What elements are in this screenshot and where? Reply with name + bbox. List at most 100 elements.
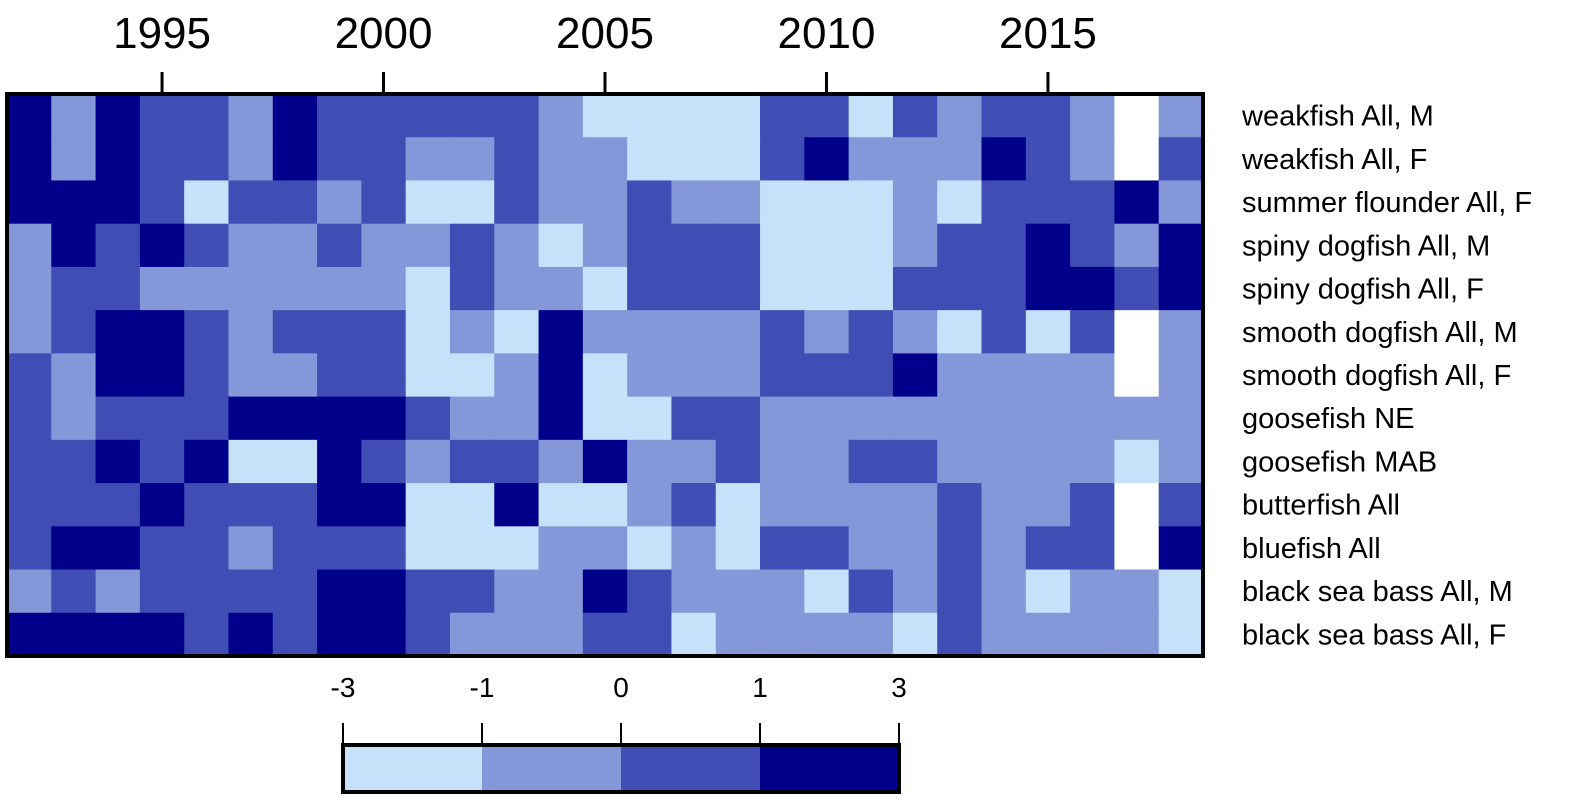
heatmap-cell-butterfish-all-1996	[184, 483, 230, 527]
heatmap-cell-goosefish-mab-2016	[1070, 439, 1116, 484]
heatmap-cell-goosefish-mab-2007	[671, 439, 717, 484]
heatmap-cell-butterfish-all-1998	[272, 483, 318, 527]
heatmap-cell-smooth-dogfish-all-m-1995	[139, 310, 185, 354]
heatmap-cell-goosefish-mab-1992	[7, 439, 52, 484]
heatmap-cell-butterfish-all-2014	[981, 483, 1027, 527]
heatmap-cell-smooth-dogfish-all-f-2001	[405, 353, 451, 398]
heatmap-cell-goosefish-mab-1996	[184, 439, 230, 484]
heatmap-cell-summer-flounder-all-f-2009	[760, 180, 805, 225]
heatmap-cell-black-sea-bass-all-f-1993	[51, 612, 97, 657]
heatmap-cell-black-sea-bass-all-f-1997	[228, 612, 274, 657]
heatmap-cell-spiny-dogfish-all-f-2004	[538, 266, 584, 311]
heatmap-cell-goosefish-ne-2013	[937, 396, 983, 441]
heatmap-cell-bluefish-all-2007	[671, 526, 717, 571]
heatmap-cell-black-sea-bass-all-f-1995	[139, 612, 185, 657]
heatmap-cell-weakfish-all-f-2018	[1158, 137, 1204, 182]
heatmap-cell-weakfish-all-f-2015	[1025, 137, 1071, 182]
heatmap-cell-smooth-dogfish-all-f-2004	[538, 353, 584, 398]
heatmap-cell-goosefish-ne-2014	[981, 396, 1027, 441]
heatmap-cell-smooth-dogfish-all-f-2006	[627, 353, 673, 398]
heatmap-cell-smooth-dogfish-all-m-2003	[494, 310, 540, 354]
heatmap-cell-spiny-dogfish-all-f-2006	[627, 266, 673, 311]
heatmap-cell-summer-flounder-all-f-1996	[184, 180, 230, 225]
heatmap-cell-black-sea-bass-all-f-1994	[95, 612, 141, 657]
heatmap-cell-weakfish-all-m-2005	[582, 94, 628, 138]
heatmap-cell-bluefish-all-2003	[494, 526, 540, 571]
heatmap-cell-summer-flounder-all-f-2016	[1070, 180, 1116, 225]
legend-tick-label-2: 0	[613, 672, 629, 703]
heatmap-cell-smooth-dogfish-all-m-2005	[582, 310, 628, 354]
heatmap-cell-spiny-dogfish-all-f-2016	[1070, 266, 1116, 311]
heatmap-cell-goosefish-mab-2008	[715, 439, 761, 484]
heatmap-cell-weakfish-all-f-1999	[317, 137, 362, 182]
heatmap-cell-spiny-dogfish-all-f-1994	[95, 266, 141, 311]
heatmap-cell-black-sea-bass-all-m-2017	[1114, 569, 1160, 614]
row-label-goosefish-ne: goosefish NE	[1242, 403, 1415, 435]
heatmap-cell-black-sea-bass-all-f-2006	[627, 612, 673, 657]
heatmap-cell-weakfish-all-f-1992	[7, 137, 52, 182]
heatmap-cell-spiny-dogfish-all-m-1996	[184, 223, 230, 268]
heatmap-cell-black-sea-bass-all-f-1999	[317, 612, 362, 657]
heatmap-cell-black-sea-bass-all-f-2011	[848, 612, 894, 657]
heatmap-cell-smooth-dogfish-all-f-2014	[981, 353, 1027, 398]
heatmap-cell-butterfish-all-1997	[228, 483, 274, 527]
heatmap-cell-black-sea-bass-all-m-1995	[139, 569, 185, 614]
heatmap-cell-bluefish-all-1995	[139, 526, 185, 571]
heatmap-cell-goosefish-ne-2011	[848, 396, 894, 441]
heatmap-cell-spiny-dogfish-all-m-1999	[317, 223, 362, 268]
heatmap-cell-butterfish-all-1995	[139, 483, 185, 527]
heatmap-cell-smooth-dogfish-all-m-1998	[272, 310, 318, 354]
x-axis: 1995 2000 2005 2010 2015	[113, 9, 1097, 94]
heatmap-cell-smooth-dogfish-all-f-2000	[361, 353, 407, 398]
heatmap-cell-goosefish-ne-2000	[361, 396, 407, 441]
heatmap-cell-weakfish-all-m-2016	[1070, 94, 1116, 138]
heatmap-cell-goosefish-ne-2018	[1158, 396, 1204, 441]
heatmap-cell-spiny-dogfish-all-m-1993	[51, 223, 97, 268]
heatmap-cell-butterfish-all-2011	[848, 483, 894, 527]
heatmap-cell-summer-flounder-all-f-1999	[317, 180, 362, 225]
heatmap-cell-goosefish-ne-2007	[671, 396, 717, 441]
heatmap-cell-butterfish-all-2008	[715, 483, 761, 527]
heatmap-cell-bluefish-all-2008	[715, 526, 761, 571]
heatmap-cell-spiny-dogfish-all-m-2017	[1114, 223, 1160, 268]
x-tick-label-1995: 1995	[113, 9, 211, 58]
heatmap-cell-bluefish-all-1996	[184, 526, 230, 571]
heatmap-cell-weakfish-all-m-1994	[95, 94, 141, 138]
heatmap-cell-smooth-dogfish-all-m-2009	[760, 310, 805, 354]
heatmap-cell-weakfish-all-m-2012	[892, 94, 938, 138]
heatmap-cell-goosefish-mab-2015	[1025, 439, 1071, 484]
heatmap-cell-smooth-dogfish-all-m-2011	[848, 310, 894, 354]
heatmap-cell-smooth-dogfish-all-m-1999	[317, 310, 362, 354]
heatmap-cell-black-sea-bass-all-f-2004	[538, 612, 584, 657]
heatmap-cell-butterfish-all-2006	[627, 483, 673, 527]
heatmap-cell-summer-flounder-all-f-2018	[1158, 180, 1204, 225]
heatmap-cell-goosefish-ne-2015	[1025, 396, 1071, 441]
heatmap-cell-smooth-dogfish-all-m-1994	[95, 310, 141, 354]
heatmap-cell-smooth-dogfish-all-m-2013	[937, 310, 983, 354]
heatmap-cell-spiny-dogfish-all-m-2008	[715, 223, 761, 268]
heatmap-cell-goosefish-ne-2001	[405, 396, 451, 441]
legend-tick-label-3: 1	[752, 672, 768, 703]
heatmap-cell-spiny-dogfish-all-f-2017	[1114, 266, 1160, 311]
heatmap-cell-summer-flounder-all-f-2006	[627, 180, 673, 225]
heatmap-cell-smooth-dogfish-all-m-2007	[671, 310, 717, 354]
heatmap-cell-smooth-dogfish-all-m-2000	[361, 310, 407, 354]
heatmap-cell-black-sea-bass-all-f-2014	[981, 612, 1027, 657]
heatmap-cell-black-sea-bass-all-m-2006	[627, 569, 673, 614]
heatmap-cell-butterfish-all-2018	[1158, 483, 1204, 527]
heatmap-cell-smooth-dogfish-all-m-2002	[449, 310, 495, 354]
heatmap-cell-smooth-dogfish-all-m-2016	[1070, 310, 1116, 354]
legend-swatch-3-to-1	[343, 745, 483, 792]
heatmap-cell-black-sea-bass-all-m-2013	[937, 569, 983, 614]
heatmap-cell-butterfish-all-2016	[1070, 483, 1116, 527]
heatmap-cell-weakfish-all-f-2012	[892, 137, 938, 182]
heatmap-cell-weakfish-all-f-2000	[361, 137, 407, 182]
heatmap-cell-weakfish-all-m-1993	[51, 94, 97, 138]
heatmap-cell-weakfish-all-f-2009	[760, 137, 805, 182]
heatmap-cell-bluefish-all-2006	[627, 526, 673, 571]
plot-frame	[5, 92, 1205, 658]
legend-swatch-1-to-3	[760, 745, 900, 792]
heatmap-cell-bluefish-all-2016	[1070, 526, 1116, 571]
